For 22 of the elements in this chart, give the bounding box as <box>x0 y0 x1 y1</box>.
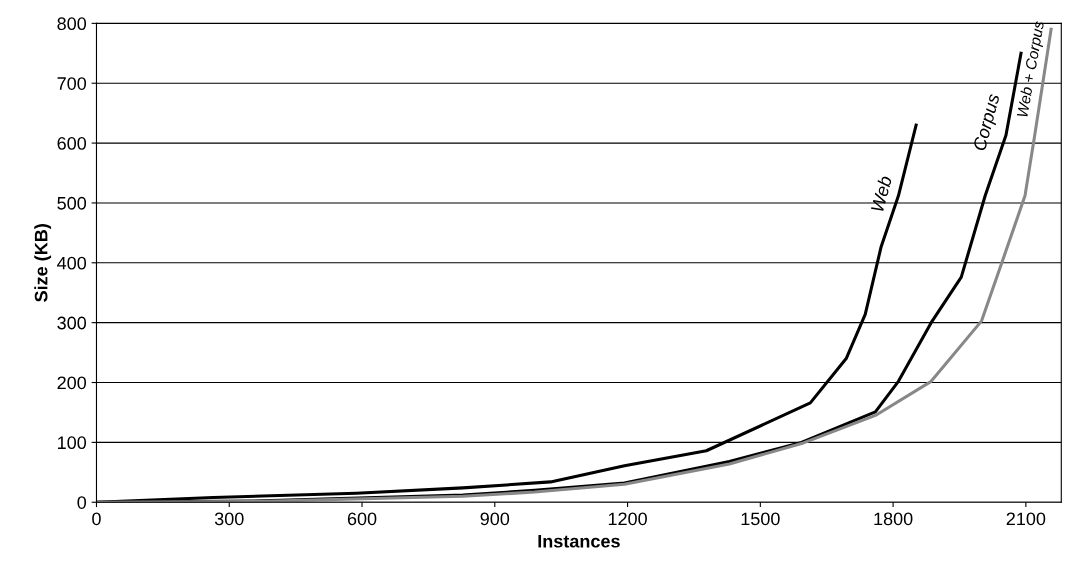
x-tick-label: 600 <box>347 512 377 526</box>
x-tick-label: 2100 <box>1006 512 1046 526</box>
y-tick-label: 100 <box>58 436 87 450</box>
y-tick-label: 200 <box>57 376 87 390</box>
y-tick-label: 400 <box>57 256 87 270</box>
y-axis-title: Size (KB) <box>34 224 52 302</box>
y-tick-label: 600 <box>57 137 87 150</box>
x-tick-label: 900 <box>480 512 510 526</box>
x-tick-label: 0 <box>92 512 101 526</box>
text: Corpus <box>972 92 1004 153</box>
x-tick-label: 1500 <box>741 512 780 526</box>
y-tick-label: 300 <box>57 316 87 330</box>
y-tick-label: 800 <box>57 17 87 31</box>
x-tick-label: 300 <box>214 512 244 526</box>
x-tick-label: 1800 <box>874 512 913 526</box>
y-tick-label: 700 <box>57 77 87 90</box>
y-tick-label: 0 <box>77 496 87 509</box>
text: Web <box>870 175 893 213</box>
y-tick-label: 500 <box>57 196 87 210</box>
text: Web + Corpus <box>1016 20 1048 118</box>
x-tick-label: 1200 <box>608 512 647 526</box>
x-axis-title: Instances <box>538 535 620 548</box>
